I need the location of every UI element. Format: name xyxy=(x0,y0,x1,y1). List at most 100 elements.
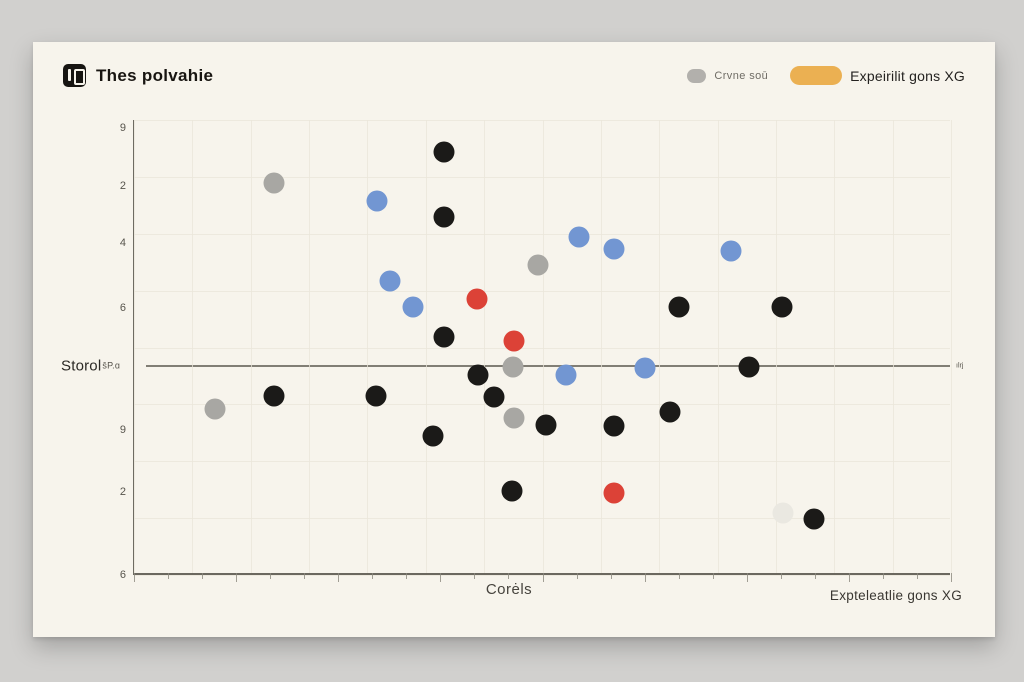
data-point-red xyxy=(603,482,625,504)
data-point-black xyxy=(535,414,557,436)
gridline xyxy=(600,120,602,573)
data-point-black xyxy=(433,206,455,228)
x-axis-tick xyxy=(644,573,646,582)
x-axis-tick xyxy=(338,573,340,582)
legend-item-orange[interactable]: Expeirilit gons XG xyxy=(790,66,965,85)
gridline xyxy=(250,120,252,573)
gridline xyxy=(134,290,950,292)
plot-area: StorolŝP.ɑ ılrj Corėls Expteleatlie gons… xyxy=(61,120,963,603)
y-tick-label: 6 xyxy=(119,302,126,314)
chart-header: Thes polvahie Crvne soū Expeirilit gons … xyxy=(33,64,995,87)
reference-line-right-label: ılrj xyxy=(956,362,964,370)
gridline xyxy=(134,176,950,178)
data-point-gray xyxy=(204,398,226,420)
data-point-blue xyxy=(603,238,625,260)
data-point-black xyxy=(771,296,793,318)
data-point-blue xyxy=(402,296,424,318)
gridline xyxy=(951,120,952,573)
data-point-red xyxy=(503,330,525,352)
gridline xyxy=(134,233,950,235)
data-point-black xyxy=(467,364,489,386)
x-axis-tick xyxy=(270,573,272,579)
data-point-blue xyxy=(568,226,590,248)
legend: Crvne soū Expeirilit gons XG xyxy=(687,66,965,85)
legend-item-gray[interactable]: Crvne soū xyxy=(687,68,769,83)
y-tick-label: 9 xyxy=(119,122,126,134)
gray-swatch-icon xyxy=(687,68,707,83)
gridline xyxy=(834,120,836,573)
data-point-black xyxy=(422,425,444,447)
data-point-black xyxy=(433,326,455,348)
x-axis-tick xyxy=(951,573,952,582)
gridline xyxy=(134,575,950,576)
x-axis-tick xyxy=(304,573,306,579)
x-axis-tick xyxy=(746,573,748,582)
x-axis-tick xyxy=(474,573,476,579)
x-axis-tick xyxy=(848,573,850,582)
corner-annotation: Expteleatlie gons XG xyxy=(829,588,962,603)
x-axis-tick xyxy=(610,573,612,579)
x-axis-tick xyxy=(406,573,408,579)
x-axis-tick xyxy=(814,573,816,579)
x-axis-tick xyxy=(440,573,442,582)
gridline xyxy=(659,120,661,573)
x-axis-tick xyxy=(202,573,204,579)
x-axis-label: Corėls xyxy=(485,581,533,598)
gridline xyxy=(134,347,950,349)
data-point-black xyxy=(263,385,285,407)
legend-label: Crvne soū xyxy=(714,69,769,82)
gridline xyxy=(134,120,950,121)
data-point-blue xyxy=(720,240,742,262)
y-tick-label: 4 xyxy=(119,237,126,249)
gridline xyxy=(192,120,194,573)
data-point-blue xyxy=(379,270,401,292)
y-tick-label: 9 xyxy=(119,424,126,436)
orange-swatch-icon xyxy=(790,66,843,85)
data-point-black xyxy=(603,415,625,437)
data-point-black xyxy=(803,508,825,530)
gridline xyxy=(484,120,486,573)
chart-title: Thes polvahie xyxy=(96,65,214,85)
x-axis-tick xyxy=(780,573,782,579)
x-axis-tick xyxy=(508,573,510,579)
gridline xyxy=(892,120,894,573)
brand: Thes polvahie xyxy=(63,64,213,87)
data-point-blue xyxy=(634,357,656,379)
x-axis-tick xyxy=(168,573,170,579)
x-axis-tick xyxy=(916,573,918,579)
x-axis-tick xyxy=(678,573,680,579)
y-tick-label: 2 xyxy=(119,180,126,192)
legend-label: Expeirilit gons XG xyxy=(850,67,965,84)
data-point-black xyxy=(659,401,681,423)
reference-line xyxy=(146,365,950,367)
y-tick-label: 2 xyxy=(119,486,126,498)
data-point-gray xyxy=(263,172,285,194)
crest-badge-icon xyxy=(63,64,86,87)
gridline xyxy=(134,404,950,406)
gridline xyxy=(134,518,950,520)
data-point-black xyxy=(668,296,690,318)
data-point-black xyxy=(483,386,505,408)
x-axis-tick xyxy=(712,573,714,579)
x-axis-tick xyxy=(372,573,374,579)
x-axis-tick xyxy=(542,573,544,582)
x-axis-tick xyxy=(576,573,578,579)
y-tick-label: 6 xyxy=(119,569,126,581)
x-axis-tick xyxy=(882,573,884,579)
gridline xyxy=(542,120,544,573)
data-point-gray xyxy=(502,356,524,378)
x-axis-tick xyxy=(134,573,135,582)
gridline xyxy=(717,120,719,573)
data-point-blue xyxy=(366,190,388,212)
data-point-black xyxy=(433,141,455,163)
gridline xyxy=(775,120,777,573)
data-point-gray xyxy=(503,407,525,429)
gridline xyxy=(367,120,369,573)
gridline xyxy=(309,120,311,573)
data-point-gray xyxy=(527,254,549,276)
gridline xyxy=(425,120,427,573)
gridline xyxy=(134,120,135,573)
chart-card: Thes polvahie Crvne soū Expeirilit gons … xyxy=(33,42,995,637)
gridline xyxy=(134,461,950,463)
data-point-red xyxy=(466,288,488,310)
